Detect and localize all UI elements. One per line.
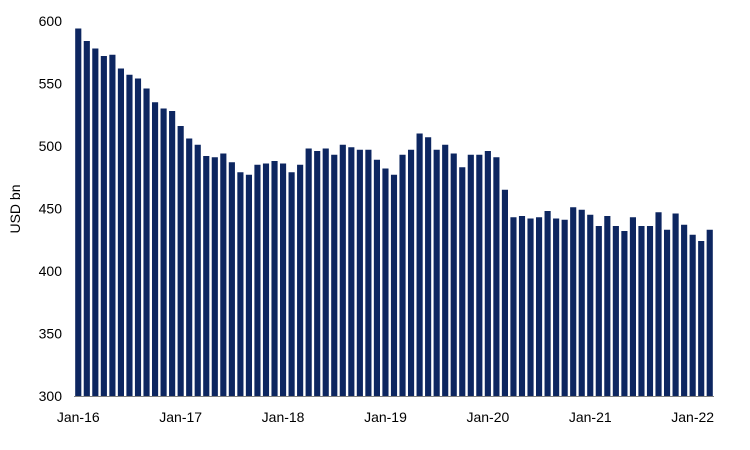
bar xyxy=(510,217,517,396)
x-tick-label: Jan-18 xyxy=(262,409,305,425)
bar xyxy=(339,144,346,396)
x-tick-label: Jan-22 xyxy=(671,409,714,425)
bar xyxy=(595,226,602,396)
bar xyxy=(109,54,116,396)
bar xyxy=(578,209,585,396)
bar xyxy=(442,144,449,396)
bar xyxy=(638,226,645,396)
y-tick-label: 550 xyxy=(39,76,63,92)
y-tick-label: 400 xyxy=(39,263,63,279)
bar xyxy=(365,149,372,396)
bar xyxy=(518,216,526,396)
bar xyxy=(689,234,696,396)
bar xyxy=(484,151,491,396)
bar xyxy=(254,164,261,396)
bars xyxy=(75,28,713,396)
bar xyxy=(305,148,312,396)
bar xyxy=(245,174,252,396)
bar xyxy=(390,174,398,396)
bar xyxy=(706,229,713,396)
x-tick-label: Jan-21 xyxy=(569,409,612,425)
bar xyxy=(160,108,167,396)
bar xyxy=(501,189,508,396)
bar xyxy=(134,78,142,396)
y-tick-label: 300 xyxy=(39,388,63,404)
bar xyxy=(322,148,329,396)
bar xyxy=(83,41,90,396)
bar xyxy=(271,161,278,396)
bar xyxy=(169,111,176,396)
bar xyxy=(544,211,551,396)
bar xyxy=(177,126,184,396)
bar xyxy=(493,157,500,396)
bar xyxy=(100,56,107,396)
bar xyxy=(297,164,304,396)
bar xyxy=(604,216,611,396)
y-axis: 300 350 400 450 500 550 600 xyxy=(39,13,63,404)
bar xyxy=(348,147,355,396)
bar xyxy=(382,168,389,396)
x-tick-label: Jan-19 xyxy=(364,409,407,425)
bar xyxy=(433,149,440,396)
bar xyxy=(399,154,406,396)
bar xyxy=(75,28,82,396)
bar xyxy=(527,218,534,396)
y-tick-label: 450 xyxy=(39,201,63,217)
bar xyxy=(331,154,338,396)
bar xyxy=(561,219,568,396)
bar xyxy=(126,74,133,396)
bar xyxy=(416,133,423,396)
bar xyxy=(655,212,662,396)
bar xyxy=(450,153,457,396)
bar xyxy=(535,217,543,396)
bar xyxy=(151,102,159,396)
bar xyxy=(279,163,287,396)
bar xyxy=(476,154,483,396)
y-tick-label: 500 xyxy=(39,138,63,154)
bar xyxy=(459,167,466,396)
bar xyxy=(203,156,210,396)
bar xyxy=(467,154,474,396)
bar xyxy=(553,218,560,396)
bar xyxy=(587,214,594,396)
x-tick-label: Jan-16 xyxy=(57,409,100,425)
bar xyxy=(237,172,244,396)
bar xyxy=(663,229,671,396)
bar xyxy=(262,163,270,396)
y-tick-label: 350 xyxy=(39,326,63,342)
x-tick-label: Jan-20 xyxy=(466,409,509,425)
bar xyxy=(314,151,321,396)
bar xyxy=(698,241,705,396)
bar xyxy=(194,144,201,396)
bar xyxy=(570,207,577,396)
bar xyxy=(211,157,218,396)
bar xyxy=(373,159,380,396)
bar xyxy=(186,138,193,396)
y-axis-title: USD bn xyxy=(7,184,23,233)
bar xyxy=(621,231,628,396)
y-tick-label: 600 xyxy=(39,13,63,29)
bar xyxy=(681,224,688,396)
bar xyxy=(672,213,679,396)
bar xyxy=(629,217,636,396)
bar xyxy=(425,137,432,396)
bar xyxy=(228,162,235,396)
x-tick-label: Jan-17 xyxy=(159,409,202,425)
bar xyxy=(143,88,150,396)
bar xyxy=(288,172,295,396)
bar xyxy=(117,68,124,396)
bar xyxy=(646,226,654,396)
bar xyxy=(92,48,99,396)
bar xyxy=(407,149,415,396)
bar xyxy=(612,226,619,396)
x-axis: Jan-16 Jan-17 Jan-18 Jan-19 Jan-20 Jan-21 Jan-… xyxy=(57,409,714,425)
bar xyxy=(356,149,363,396)
bar xyxy=(220,153,227,396)
